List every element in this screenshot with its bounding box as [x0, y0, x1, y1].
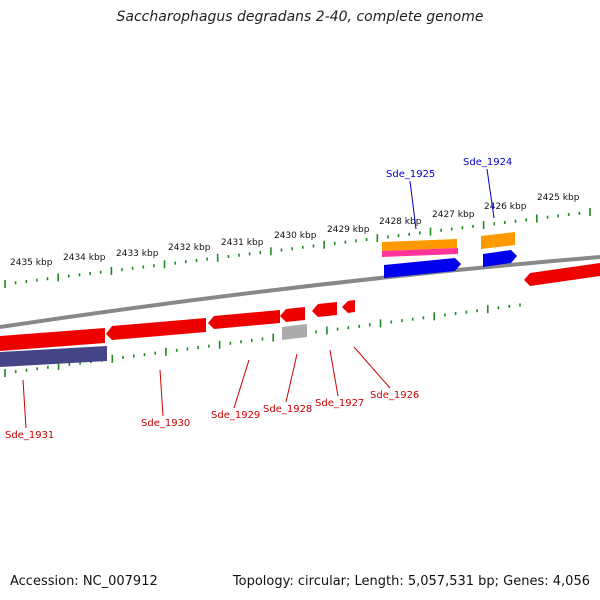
feature-red-1926[interactable]	[342, 300, 355, 313]
leader-1926	[353, 346, 391, 389]
feature-orange-1924[interactable]	[481, 232, 515, 249]
leader-1931	[22, 379, 27, 429]
feature-pink-1925[interactable]	[382, 248, 458, 257]
feature-red-1931[interactable]	[0, 328, 105, 351]
feature-navy-1931[interactable]	[0, 346, 107, 367]
kbp-label-2426: 2426 kbp	[484, 202, 527, 212]
kbp-label-2433: 2433 kbp	[116, 249, 159, 259]
feature-red-1927[interactable]	[312, 302, 337, 317]
feature-blue-1924[interactable]	[483, 250, 517, 267]
kbp-label-2432: 2432 kbp	[168, 243, 211, 253]
forward-scale-ticks	[4, 208, 591, 288]
kbp-label-2430: 2430 kbp	[274, 231, 317, 241]
genome-summary-text: Topology: circular; Length: 5,057,531 bp…	[232, 574, 590, 589]
leader-1927	[329, 349, 339, 397]
feature-red-1930[interactable]	[106, 318, 206, 340]
feature-orange-1925[interactable]	[382, 239, 457, 251]
gene-label-sde-1927[interactable]: Sde_1927	[315, 398, 364, 409]
map-title: Saccharophagus degradans 2-40, complete …	[116, 9, 484, 25]
kbp-label-2429: 2429 kbp	[327, 225, 370, 235]
gene-label-sde-1931[interactable]: Sde_1931	[5, 430, 54, 441]
kbp-label-2431: 2431 kbp	[221, 238, 264, 248]
feature-blue-1925[interactable]	[384, 258, 461, 278]
feature-gray-1928[interactable]	[282, 324, 307, 340]
gene-label-sde-1926[interactable]: Sde_1926	[370, 390, 419, 401]
leader-1924	[486, 168, 495, 219]
gene-label-sde-1924[interactable]: Sde_1924	[463, 157, 512, 168]
kbp-label-2425: 2425 kbp	[537, 193, 580, 203]
gene-label-sde-1929[interactable]: Sde_1929	[211, 410, 260, 421]
kbp-label-2427: 2427 kbp	[432, 210, 475, 220]
gene-label-sde-1928[interactable]: Sde_1928	[263, 404, 312, 415]
gene-label-sde-1930[interactable]: Sde_1930	[141, 418, 190, 429]
leader-1925	[409, 180, 417, 230]
genome-backbone	[0, 255, 600, 329]
feature-red-1929[interactable]	[208, 310, 280, 329]
feature-red-right[interactable]	[524, 263, 600, 286]
leader-1929	[233, 359, 250, 409]
kbp-label-2434: 2434 kbp	[63, 253, 106, 263]
gene-label-sde-1925[interactable]: Sde_1925	[386, 169, 435, 180]
accession-text: Accession: NC_007912	[10, 574, 158, 589]
leader-1928	[285, 353, 298, 403]
kbp-label-2428: 2428 kbp	[379, 217, 422, 227]
kbp-label-2435: 2435 kbp	[10, 258, 53, 268]
leader-1930	[159, 369, 164, 417]
feature-red-1928[interactable]	[280, 307, 305, 322]
